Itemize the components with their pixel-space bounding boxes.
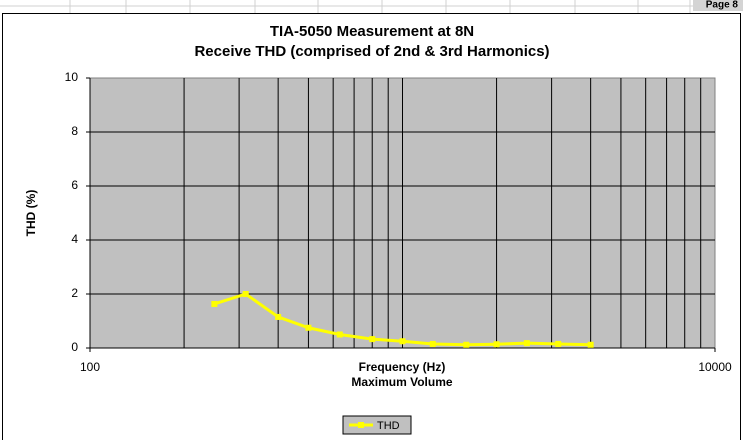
chart-subtitle: Receive THD (comprised of 2nd & 3rd Harm… — [194, 43, 549, 60]
y-tick-label: 8 — [71, 124, 78, 138]
legend-marker — [358, 422, 364, 428]
point — [399, 338, 406, 345]
point — [369, 336, 376, 343]
x-axis-label: Frequency (Hz) — [359, 360, 446, 374]
x-axis-sublabel: Maximum Volume — [351, 375, 452, 389]
point — [336, 331, 343, 338]
point — [463, 341, 470, 348]
y-tick-label: 6 — [71, 178, 78, 192]
point — [211, 300, 218, 307]
point — [587, 341, 594, 348]
point — [493, 341, 500, 348]
point — [523, 340, 530, 347]
y-tick-label: 0 — [71, 340, 78, 354]
y-tick-label: 2 — [71, 286, 78, 300]
y-tick-label: 10 — [65, 70, 79, 84]
legend-label: THD — [377, 420, 400, 432]
point — [275, 313, 282, 320]
y-axis-label: THD (%) — [24, 190, 38, 237]
point — [429, 340, 436, 347]
point — [242, 291, 249, 297]
x-tick-label: 100 — [80, 360, 100, 374]
page-label: Page 8 — [706, 0, 739, 11]
y-tick-label: 4 — [71, 232, 78, 246]
chart-title: TIA-5050 Measurement at 8N — [270, 23, 474, 40]
legend-box — [342, 415, 412, 435]
point — [305, 324, 312, 331]
sheet-grid — [0, 0, 743, 14]
point — [555, 340, 562, 347]
x-tick-label: 10000 — [698, 360, 732, 374]
page-tab — [693, 0, 743, 11]
